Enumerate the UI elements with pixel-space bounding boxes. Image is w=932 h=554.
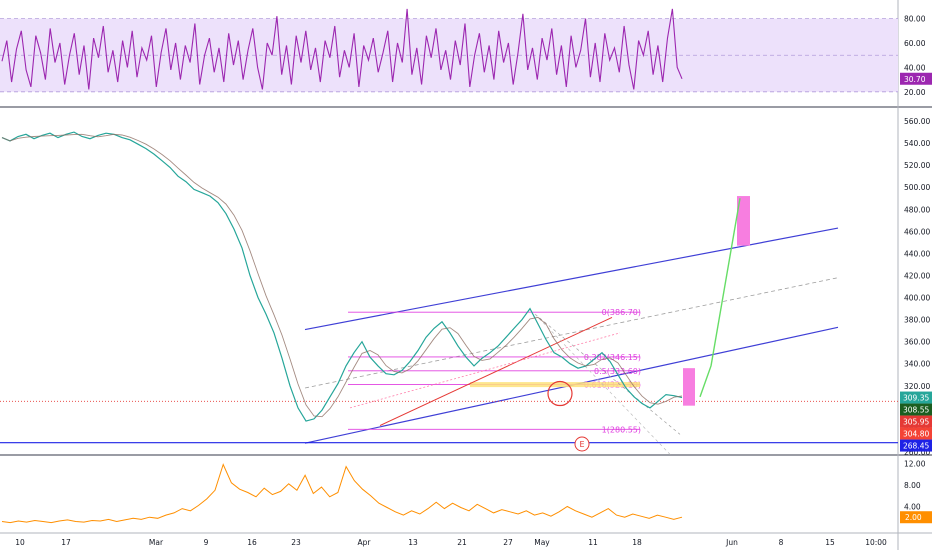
volatility-line [1, 463, 683, 524]
x-axis-label: Mar [149, 538, 164, 547]
price-y-tick: 340.00 [904, 360, 930, 369]
x-axis-label: 13 [408, 538, 418, 547]
rsi-y-tick: 20.00 [904, 88, 926, 97]
price-y-tick: 460.00 [904, 227, 930, 236]
price-y-tick: 540.00 [904, 139, 930, 148]
x-axis-label: 8 [779, 538, 784, 547]
x-axis-label: 17 [61, 538, 71, 547]
rsi-y-tick: 40.00 [904, 63, 926, 72]
price-y-tick: 260.00 [904, 448, 930, 457]
price-label: 268.45 [903, 442, 929, 451]
price-y-tick: 560.00 [904, 117, 930, 126]
fib-golden-zone [470, 382, 640, 388]
price-label: 309.35 [903, 394, 929, 403]
volatility-last-value: 2.00 [905, 513, 922, 522]
rsi-y-tick: 60.00 [904, 39, 926, 48]
price-y-tick: 420.00 [904, 271, 930, 280]
moving-average-line [1, 133, 683, 418]
price-label-badge [900, 403, 932, 416]
annotation-marker [574, 436, 590, 452]
projection-box [683, 368, 695, 406]
fib-level-label: 1(280.55) [602, 425, 641, 434]
price-y-tick: 320.00 [904, 382, 930, 391]
price-label-badge [900, 415, 932, 428]
x-axis-label: Apr [358, 538, 372, 547]
projection-leg [699, 365, 712, 398]
volatility-y-tick: 4.00 [904, 502, 921, 511]
volatility-last-value-badge [900, 511, 932, 524]
rsi-last-value: 30.70 [904, 75, 926, 84]
highlight-circle [547, 380, 573, 407]
x-axis-label: 18 [632, 538, 642, 547]
price-label-badge [900, 427, 932, 440]
x-axis-label: 10:00 [865, 538, 887, 547]
price-y-tick: 360.00 [904, 338, 930, 347]
fib-level-label: 0.5(333.60) [594, 367, 641, 376]
trendline-down [534, 313, 673, 457]
x-axis-label: 21 [457, 538, 467, 547]
price-y-tick: 480.00 [904, 205, 930, 214]
trendline-red [379, 316, 613, 426]
price-label: 305.95 [903, 418, 929, 427]
fib-level-label: 0(386.70) [602, 308, 641, 317]
fib-level-label: 0.382(346.15) [584, 353, 641, 362]
projection-leg [710, 198, 741, 367]
price-y-tick: 500.00 [904, 183, 930, 192]
rsi-y-tick: 80.00 [904, 15, 926, 24]
x-axis-label: Jun [725, 538, 738, 547]
x-axis-label: 11 [588, 538, 598, 547]
x-axis-label: 27 [503, 538, 513, 547]
price-y-tick: 380.00 [904, 316, 930, 325]
x-axis-label: 16 [247, 538, 257, 547]
price-label-badge [900, 391, 932, 404]
annotation-marker-label: E [579, 440, 584, 449]
rsi-last-value-badge [900, 72, 932, 85]
price-y-tick: 400.00 [904, 294, 930, 303]
x-axis-label: May [534, 538, 550, 547]
volatility-y-tick: 8.00 [904, 481, 921, 490]
x-axis-label: 10 [15, 538, 25, 547]
x-axis-label: 15 [825, 538, 835, 547]
x-axis-label: 9 [204, 538, 209, 547]
price-label: 308.55 [903, 406, 929, 415]
x-axis-label: 23 [291, 538, 301, 547]
price-label-badge [900, 439, 932, 452]
trendline-dotted [349, 332, 621, 409]
projection-box [737, 196, 750, 246]
price-y-tick: 440.00 [904, 249, 930, 258]
price-label: 304.80 [903, 430, 929, 439]
rsi-line [1, 8, 683, 90]
volatility-y-tick: 12.00 [904, 459, 926, 468]
price-y-tick: 520.00 [904, 161, 930, 170]
trendline-down [534, 313, 681, 435]
